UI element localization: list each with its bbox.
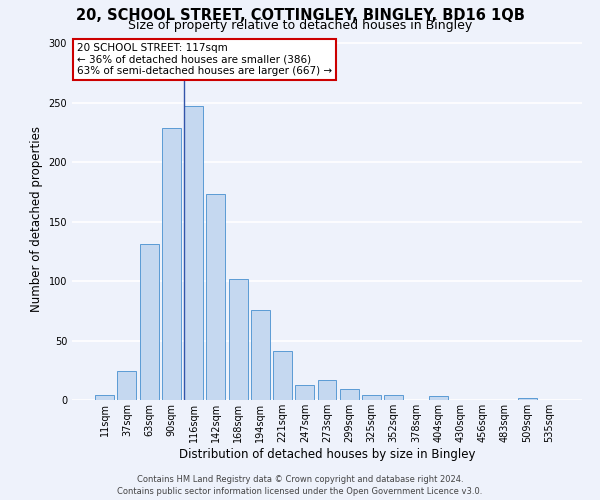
Bar [362,395,381,400]
Bar [140,244,158,400]
Bar [340,390,359,400]
Bar [95,395,114,400]
Bar [118,372,136,400]
Text: Contains HM Land Registry data © Crown copyright and database right 2024.
Contai: Contains HM Land Registry data © Crown c… [118,474,482,496]
Text: 20 SCHOOL STREET: 117sqm
← 36% of detached houses are smaller (386)
63% of semi-: 20 SCHOOL STREET: 117sqm ← 36% of detach… [77,43,332,76]
Bar [184,106,203,400]
Bar [251,310,270,400]
Bar [317,380,337,400]
Bar [295,384,314,400]
X-axis label: Distribution of detached houses by size in Bingley: Distribution of detached houses by size … [179,448,475,460]
Bar [162,128,181,400]
Bar [429,396,448,400]
Bar [518,398,536,400]
Bar [384,395,403,400]
Bar [229,279,248,400]
Bar [206,194,225,400]
Text: Size of property relative to detached houses in Bingley: Size of property relative to detached ho… [128,18,472,32]
Text: 20, SCHOOL STREET, COTTINGLEY, BINGLEY, BD16 1QB: 20, SCHOOL STREET, COTTINGLEY, BINGLEY, … [76,8,524,22]
Bar [273,352,292,400]
Y-axis label: Number of detached properties: Number of detached properties [30,126,43,312]
